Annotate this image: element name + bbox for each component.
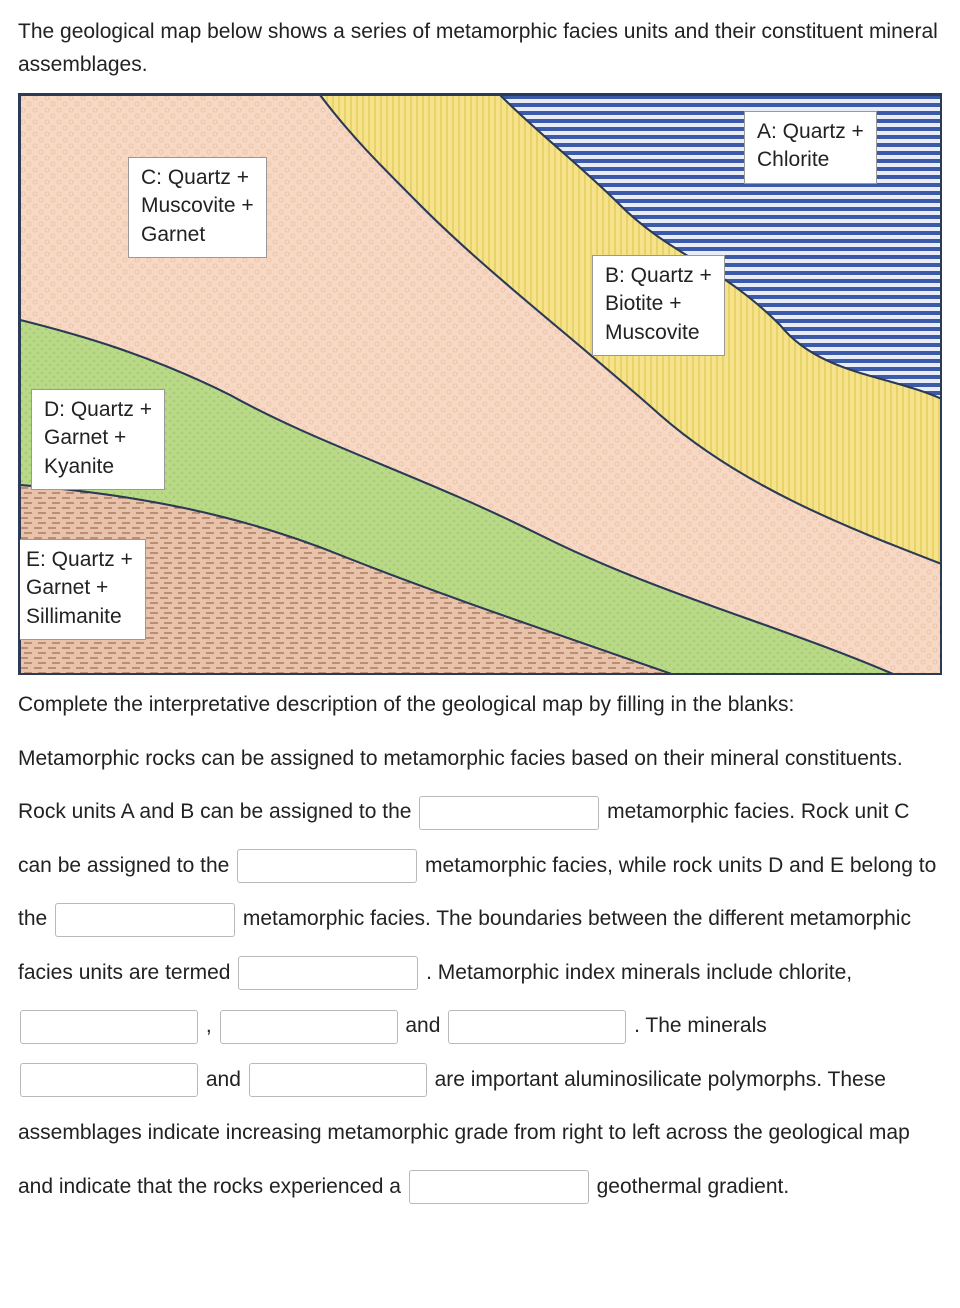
geological-map: A: Quartz + Chlorite B: Quartz + Biotite… bbox=[18, 93, 942, 675]
label-c: C: Quartz + Muscovite + Garnet bbox=[128, 157, 267, 258]
label-a: A: Quartz + Chlorite bbox=[744, 111, 877, 184]
blank-5[interactable] bbox=[20, 1010, 198, 1044]
blank-8[interactable] bbox=[20, 1063, 198, 1097]
body-text-9: and bbox=[206, 1068, 247, 1091]
label-d: D: Quartz + Garnet + Kyanite bbox=[31, 389, 165, 490]
body-text-8: . The minerals bbox=[634, 1014, 767, 1037]
blank-7[interactable] bbox=[448, 1010, 626, 1044]
prompt-text: Complete the interpretative description … bbox=[18, 689, 942, 722]
blank-2[interactable] bbox=[237, 849, 417, 883]
label-e: E: Quartz + Garnet + Sillimanite bbox=[20, 539, 146, 640]
fill-in-paragraph: Metamorphic rocks can be assigned to met… bbox=[18, 732, 942, 1214]
blank-9[interactable] bbox=[249, 1063, 427, 1097]
body-text-11: geothermal gradient. bbox=[597, 1175, 790, 1198]
label-b: B: Quartz + Biotite + Muscovite bbox=[592, 255, 725, 356]
blank-6[interactable] bbox=[220, 1010, 398, 1044]
intro-text: The geological map below shows a series … bbox=[18, 16, 942, 81]
body-text-5: . Metamorphic index minerals include chl… bbox=[426, 961, 852, 984]
blank-3[interactable] bbox=[55, 903, 235, 937]
body-text-7: and bbox=[405, 1014, 446, 1037]
blank-4[interactable] bbox=[238, 956, 418, 990]
blank-1[interactable] bbox=[419, 796, 599, 830]
blank-10[interactable] bbox=[409, 1170, 589, 1204]
body-text-6: , bbox=[206, 1014, 218, 1037]
